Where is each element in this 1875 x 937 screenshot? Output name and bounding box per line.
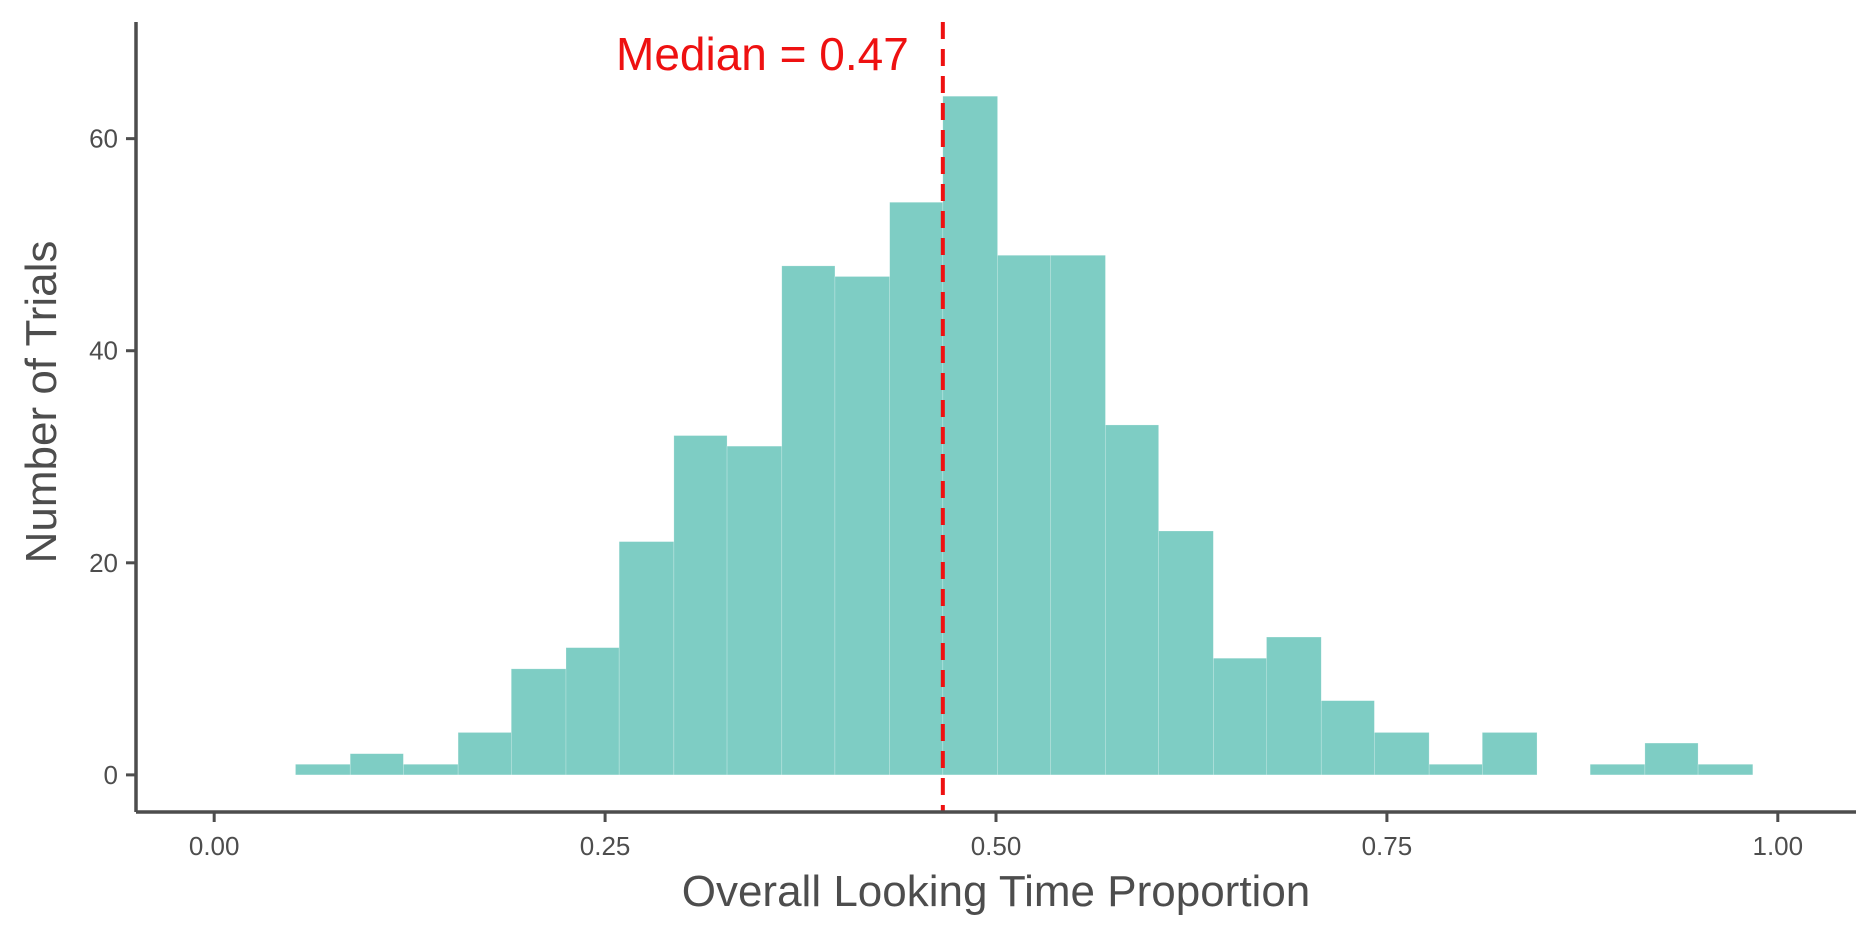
histogram-bar	[673, 435, 728, 776]
x-tick-label: 0.25	[580, 831, 631, 861]
median-label: Median = 0.47	[616, 28, 909, 80]
histogram-bar	[1320, 700, 1375, 776]
histogram-bar	[1105, 424, 1159, 776]
histogram-bar	[997, 254, 1052, 776]
y-tick-label: 40	[89, 336, 118, 366]
histogram-bar	[889, 201, 944, 776]
y-tick-label: 20	[89, 548, 118, 578]
histogram-bar	[565, 647, 620, 776]
x-tick-label: 1.00	[1753, 831, 1804, 861]
histogram-bar	[1644, 742, 1699, 776]
histogram-bar	[295, 763, 351, 776]
histogram-bar	[1374, 732, 1430, 776]
y-tick-label: 0	[104, 760, 118, 790]
histogram-bar	[618, 541, 675, 776]
x-axis-title: Overall Looking Time Proportion	[682, 867, 1311, 916]
histogram-bar	[1050, 254, 1106, 776]
histogram-bar	[403, 763, 459, 776]
histogram-bar	[457, 732, 512, 776]
histogram-bar	[1481, 732, 1538, 776]
histogram-bar	[1428, 763, 1483, 776]
histogram-bar	[1589, 763, 1646, 776]
histogram-bar	[1697, 763, 1754, 776]
histogram-bar	[510, 668, 567, 776]
histogram-bar	[942, 95, 998, 776]
histogram-bar	[834, 276, 890, 776]
histogram-bar	[1266, 636, 1322, 776]
y-axis-ticks: 0 20 40 60	[89, 124, 136, 790]
histogram-bar	[1213, 657, 1267, 776]
median-annotation: Median = 0.47	[616, 22, 945, 812]
y-axis-title: Number of Trials	[17, 241, 66, 564]
y-tick-label: 60	[89, 124, 118, 154]
histogram-bar	[726, 445, 783, 776]
histogram-bar	[349, 753, 404, 776]
x-tick-label: 0.00	[189, 831, 240, 861]
axes: 0 20 40 60 0.00 0.25 0.50 0.75 1.00	[89, 22, 1856, 861]
histogram-bars	[295, 95, 1754, 776]
histogram-bar	[781, 265, 836, 776]
x-tick-label: 0.75	[1362, 831, 1413, 861]
x-tick-label: 0.50	[971, 831, 1022, 861]
histogram-bar	[1158, 530, 1214, 776]
x-axis-ticks: 0.00 0.25 0.50 0.75 1.00	[189, 812, 1803, 861]
